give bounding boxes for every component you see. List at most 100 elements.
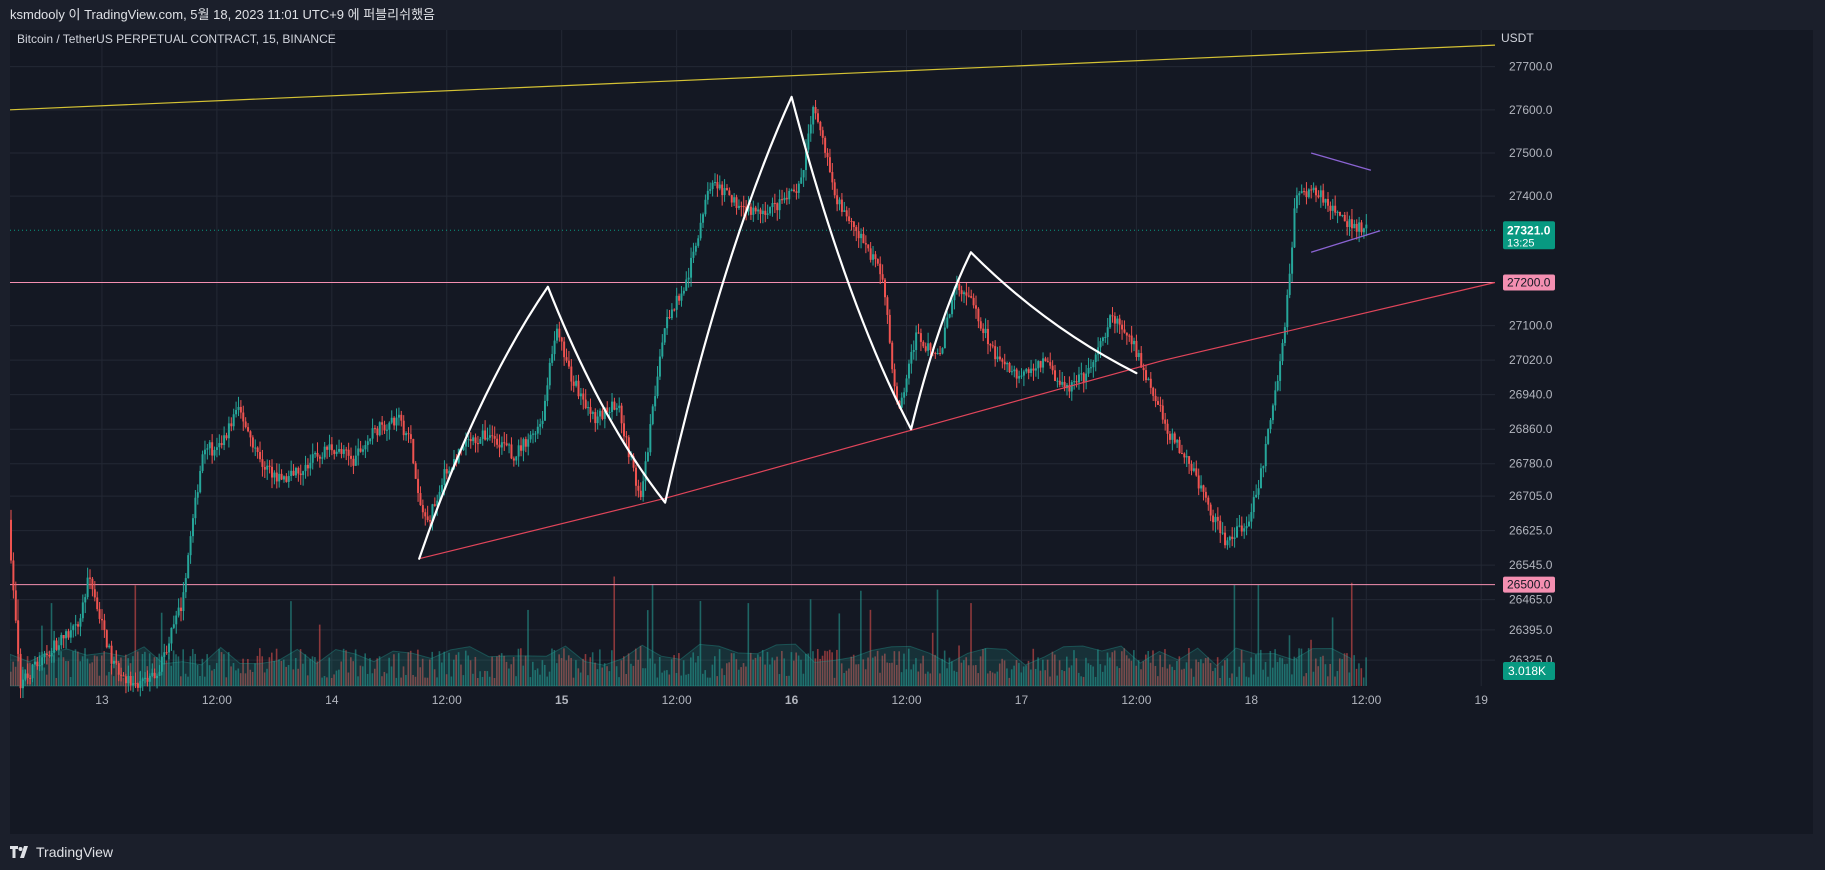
candle-body bbox=[1034, 368, 1037, 371]
price-chart[interactable]: Bitcoin / TetherUS PERPETUAL CONTRACT, 1… bbox=[9, 30, 1813, 834]
volume-bar bbox=[845, 670, 848, 686]
volume-bar bbox=[565, 660, 568, 686]
volume-bar bbox=[1238, 666, 1241, 686]
candle-body bbox=[112, 660, 115, 664]
volume-bar bbox=[872, 657, 874, 686]
volume-bar bbox=[1080, 676, 1082, 686]
candle-body bbox=[819, 121, 822, 131]
volume-bar bbox=[1104, 665, 1106, 686]
candle-body bbox=[742, 206, 745, 208]
tradingview-logo[interactable]: TradingView bbox=[10, 844, 113, 860]
candle-body bbox=[50, 652, 53, 657]
candle-body bbox=[1233, 537, 1236, 539]
volume-bar bbox=[251, 672, 254, 686]
volume-bar bbox=[347, 672, 350, 686]
candle-body bbox=[271, 466, 274, 478]
volume-bar bbox=[206, 654, 208, 686]
volume-bar bbox=[290, 601, 292, 686]
volume-bar bbox=[730, 653, 733, 686]
price-axis[interactable]: 27700.0 27600.0 27500.0 27400.0 27100.0 27020… bbox=[1509, 60, 1553, 667]
volume-bar bbox=[776, 656, 778, 686]
time-axis[interactable]: 13 12:00 14 12:00 15 12:00 16 12:00 17 12:00 18 12:… bbox=[95, 693, 1488, 707]
volume-bar bbox=[745, 666, 747, 686]
volume-bar bbox=[503, 655, 505, 686]
candle-body bbox=[12, 560, 15, 591]
volume-bar bbox=[905, 669, 908, 686]
volume-bar bbox=[81, 656, 84, 686]
volume-bar bbox=[1259, 649, 1262, 686]
volume-bar bbox=[1056, 675, 1059, 686]
volume-bar bbox=[1113, 650, 1116, 686]
volume-bar bbox=[112, 676, 115, 686]
volume-bar bbox=[1283, 664, 1286, 686]
volume-bar bbox=[53, 655, 55, 686]
candle-body bbox=[1123, 329, 1126, 333]
candle-body bbox=[546, 385, 549, 401]
volume-bar bbox=[804, 653, 807, 686]
candle-body bbox=[220, 443, 223, 446]
candle-body bbox=[793, 189, 796, 192]
volume-bar bbox=[1025, 665, 1027, 686]
volume-bar bbox=[951, 661, 953, 686]
level-badge-value: 26500.0 bbox=[1507, 578, 1551, 592]
candle-body bbox=[1267, 429, 1270, 444]
candle-body bbox=[613, 401, 616, 410]
volume-bar bbox=[417, 649, 419, 686]
candle-body bbox=[840, 199, 843, 212]
candle-body bbox=[441, 484, 444, 492]
candle-body bbox=[517, 445, 520, 457]
candle-body bbox=[1183, 453, 1186, 458]
volume-bar bbox=[91, 662, 94, 686]
volume-bar bbox=[230, 666, 232, 686]
candle-body bbox=[479, 438, 482, 444]
volume-bar bbox=[1046, 659, 1049, 686]
chart-area[interactable]: Bitcoin / TetherUS PERPETUAL CONTRACT, 1… bbox=[9, 30, 1813, 834]
candle-body bbox=[591, 412, 594, 414]
volume-bar bbox=[802, 673, 805, 686]
candle-body bbox=[730, 195, 733, 203]
candle-body bbox=[1013, 369, 1016, 372]
volume-bar bbox=[862, 659, 865, 686]
volume-bar bbox=[144, 651, 146, 686]
volume-bar bbox=[603, 663, 606, 686]
candle-body bbox=[620, 405, 623, 424]
candle-body bbox=[491, 435, 494, 437]
candle-body bbox=[802, 170, 805, 178]
candle-body bbox=[67, 631, 70, 638]
volume-bar bbox=[723, 675, 726, 686]
candle-body bbox=[1018, 376, 1021, 379]
volume-ma-area bbox=[9, 643, 1352, 687]
candle-body bbox=[828, 157, 831, 173]
candle-body bbox=[733, 197, 736, 203]
candle-body bbox=[1319, 190, 1322, 198]
price-tick-label: 26860.0 bbox=[1509, 422, 1553, 436]
price-tick-label: 27020.0 bbox=[1509, 353, 1553, 367]
volume-bar bbox=[1145, 654, 1147, 686]
volume-bar bbox=[876, 650, 879, 686]
candle-body bbox=[986, 328, 989, 345]
volume-bar bbox=[955, 671, 958, 686]
candle-body bbox=[881, 274, 884, 280]
candle-body bbox=[812, 107, 815, 125]
candle-body bbox=[967, 295, 970, 297]
candle-body bbox=[1056, 380, 1059, 382]
candle-body bbox=[642, 481, 645, 498]
candle-body bbox=[57, 645, 60, 650]
volume-bar bbox=[742, 663, 745, 686]
candle-body bbox=[304, 464, 307, 472]
candle-body bbox=[388, 422, 391, 430]
candle-body bbox=[634, 467, 637, 486]
volume-bar bbox=[1166, 668, 1169, 686]
volume-bar bbox=[536, 668, 539, 686]
candle-body bbox=[1130, 335, 1133, 345]
volume-bar bbox=[359, 665, 362, 686]
candle-body bbox=[831, 172, 834, 183]
candle-body bbox=[1300, 191, 1303, 194]
candle-body bbox=[1109, 315, 1112, 328]
candle-body bbox=[759, 209, 762, 215]
volume-bar bbox=[836, 649, 838, 686]
candle-body bbox=[1106, 327, 1109, 338]
price-tick-label: 26705.0 bbox=[1509, 489, 1553, 503]
candle-body bbox=[474, 437, 477, 444]
volume-bar bbox=[761, 649, 764, 686]
